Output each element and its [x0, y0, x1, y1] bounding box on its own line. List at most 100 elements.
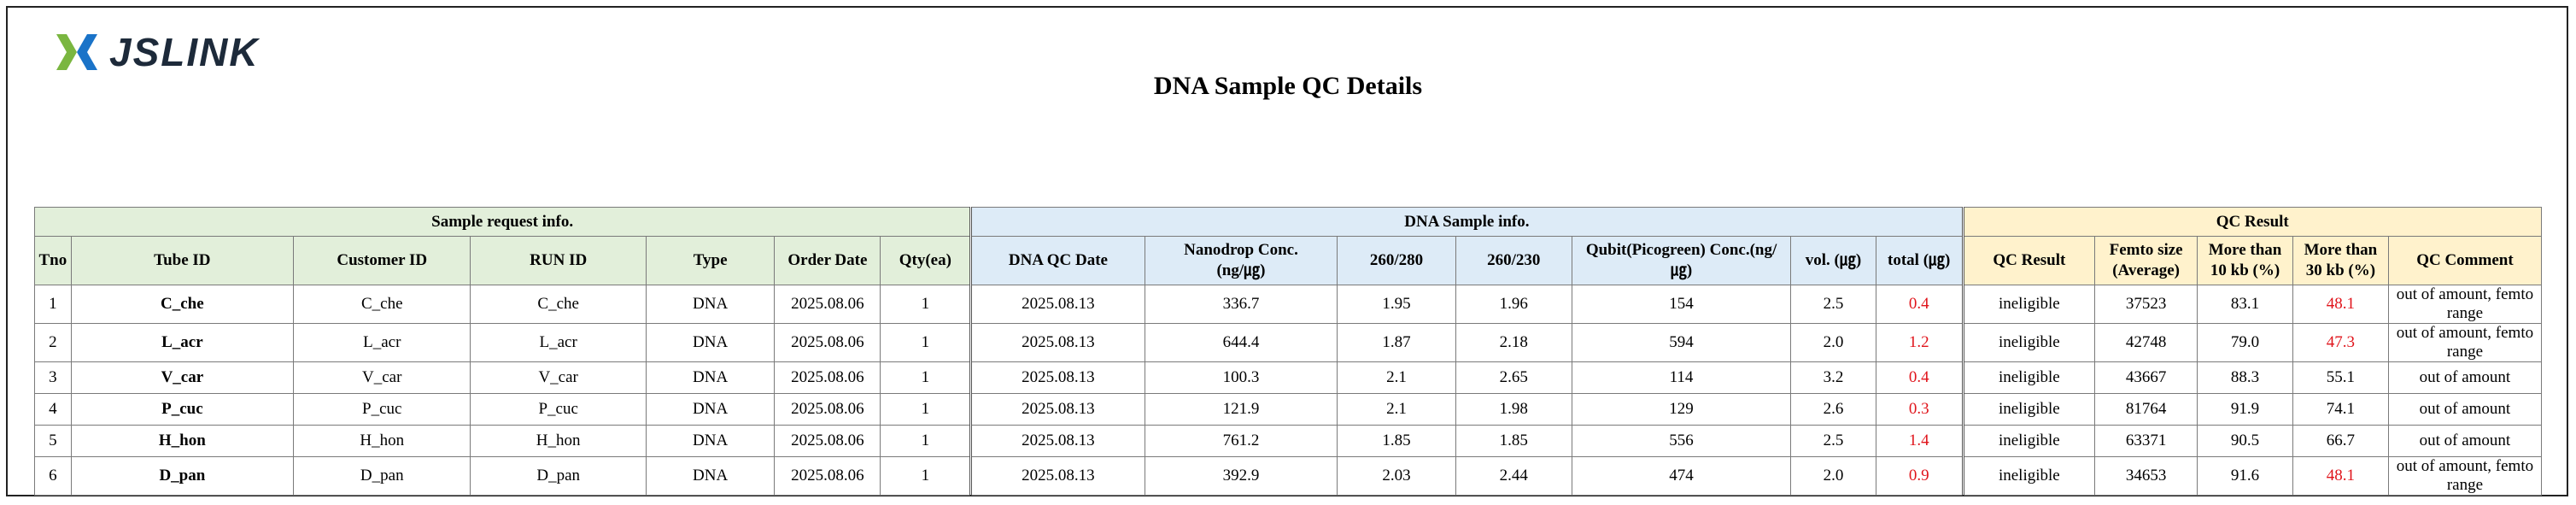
cell-tube-id: L_acr [70, 323, 295, 362]
col-header-tno: Tno [34, 236, 72, 285]
cell-qty: 1 [880, 456, 972, 496]
table-row: 4 P_cuc P_cuc P_cuc DNA 2025.08.06 1 202… [34, 393, 2543, 426]
cell-260-230: 1.98 [1455, 393, 1572, 426]
cell-nanodrop: 392.9 [1144, 456, 1338, 496]
cell-type: DNA [645, 285, 776, 324]
table-row: 1 C_che C_che C_che DNA 2025.08.06 1 202… [34, 285, 2543, 324]
cell-total: 1.2 [1875, 323, 1964, 362]
col-header-more-30kb-line2: 30 kb (%) [2305, 261, 2376, 279]
cell-vol: 2.5 [1790, 285, 1876, 324]
cell-260-230: 1.96 [1455, 285, 1572, 324]
cell-more-30kb: 66.7 [2292, 425, 2389, 457]
cell-femto: 34653 [2094, 456, 2198, 496]
col-header-femto-line1: Femto size [2109, 241, 2183, 259]
cell-type: DNA [645, 393, 776, 426]
col-header-order-date: Order Date [774, 236, 881, 285]
cell-total: 0.4 [1875, 285, 1964, 324]
col-header-qubit-line1: Qubit(Picogreen) Conc.(ng/ [1585, 241, 1777, 259]
cell-customer-id: H_hon [293, 425, 471, 457]
cell-qc-comment: out of amount, femto range [2387, 285, 2543, 324]
cell-femto: 63371 [2094, 425, 2198, 457]
cell-tno: 2 [34, 323, 72, 362]
cell-customer-id: V_car [293, 361, 471, 394]
cell-more-30kb: 48.1 [2292, 456, 2389, 496]
col-header-260-230: 260/230 [1455, 236, 1572, 285]
cell-more-10kb: 91.9 [2197, 393, 2293, 426]
col-header-more-10kb-line1: More than [2208, 241, 2282, 259]
cell-qc-result: ineligible [1961, 456, 2096, 496]
table-row: 6 D_pan D_pan D_pan DNA 2025.08.06 1 202… [34, 456, 2543, 496]
cell-total: 0.3 [1875, 393, 1964, 426]
col-header-more-30kb: More than 30 kb (%) [2292, 236, 2389, 285]
table-row: 5 H_hon H_hon H_hon DNA 2025.08.06 1 202… [34, 425, 2543, 457]
group-header-dna: DNA Sample info. [969, 207, 1964, 237]
cell-total: 0.9 [1875, 456, 1964, 496]
cell-nanodrop: 336.7 [1144, 285, 1338, 324]
cell-qc-result: ineligible [1961, 425, 2096, 457]
cell-total: 1.4 [1875, 425, 1964, 457]
cell-more-30kb: 55.1 [2292, 361, 2389, 394]
cell-femto: 37523 [2094, 285, 2198, 324]
cell-260-230: 1.85 [1455, 425, 1572, 457]
cell-qc-result: ineligible [1961, 393, 2096, 426]
cell-qty: 1 [880, 361, 972, 394]
col-header-nanodrop-line1: Nanodrop Conc. [1184, 241, 1298, 259]
page-title: DNA Sample QC Details [1153, 72, 1423, 100]
cell-260-280: 1.87 [1337, 323, 1456, 362]
cell-qubit: 114 [1571, 361, 1792, 394]
cell-run-id: H_hon [470, 425, 647, 457]
cell-type: DNA [645, 425, 776, 457]
cell-260-230: 2.65 [1455, 361, 1572, 394]
col-header-femto: Femto size (Average) [2094, 236, 2198, 285]
cell-more-10kb: 83.1 [2197, 285, 2293, 324]
cell-more-30kb: 74.1 [2292, 393, 2389, 426]
cell-qc-comment: out of amount [2387, 393, 2543, 426]
col-header-more-10kb: More than 10 kb (%) [2197, 236, 2293, 285]
cell-nanodrop: 100.3 [1144, 361, 1338, 394]
cell-femto: 81764 [2094, 393, 2198, 426]
col-header-qubit-line2: ㎍) [1670, 261, 1693, 279]
cell-qty: 1 [880, 285, 972, 324]
cell-order-date: 2025.08.06 [774, 425, 881, 457]
cell-qty: 1 [880, 425, 972, 457]
cell-femto: 42748 [2094, 323, 2198, 362]
cell-run-id: V_car [470, 361, 647, 394]
col-header-qc-comment: QC Comment [2387, 236, 2543, 285]
group-header-qc: QC Result [1961, 207, 2543, 237]
document-frame [6, 6, 2568, 496]
cell-customer-id: P_cuc [293, 393, 471, 426]
cell-qubit: 594 [1571, 323, 1792, 362]
cell-qc-result: ineligible [1961, 285, 2096, 324]
cell-type: DNA [645, 456, 776, 496]
cell-qc-result: ineligible [1961, 361, 2096, 394]
jslink-logo-icon [56, 34, 97, 70]
cell-run-id: D_pan [470, 456, 647, 496]
cell-tno: 5 [34, 425, 72, 457]
cell-order-date: 2025.08.06 [774, 361, 881, 394]
col-header-customer-id: Customer ID [293, 236, 471, 285]
cell-customer-id: D_pan [293, 456, 471, 496]
cell-260-280: 1.95 [1337, 285, 1456, 324]
cell-femto: 43667 [2094, 361, 2198, 394]
cell-260-280: 2.1 [1337, 361, 1456, 394]
cell-more-30kb: 47.3 [2292, 323, 2389, 362]
col-header-nanodrop-line2: (ng/㎍) [1216, 261, 1266, 279]
cell-type: DNA [645, 361, 776, 394]
cell-vol: 2.6 [1790, 393, 1876, 426]
cell-qc-date: 2025.08.13 [969, 393, 1145, 426]
cell-qty: 1 [880, 323, 972, 362]
cell-vol: 2.5 [1790, 425, 1876, 457]
col-header-tube-id: Tube ID [70, 236, 295, 285]
cell-tno: 6 [34, 456, 72, 496]
cell-tube-id: D_pan [70, 456, 295, 496]
cell-qubit: 129 [1571, 393, 1792, 426]
cell-more-10kb: 79.0 [2197, 323, 2293, 362]
cell-qc-date: 2025.08.13 [969, 361, 1145, 394]
cell-qc-date: 2025.08.13 [969, 323, 1145, 362]
col-header-qc-result: QC Result [1961, 236, 2096, 285]
cell-vol: 3.2 [1790, 361, 1876, 394]
cell-run-id: C_che [470, 285, 647, 324]
col-header-nanodrop: Nanodrop Conc. (ng/㎍) [1144, 236, 1338, 285]
cell-qubit: 556 [1571, 425, 1792, 457]
cell-qty: 1 [880, 393, 972, 426]
